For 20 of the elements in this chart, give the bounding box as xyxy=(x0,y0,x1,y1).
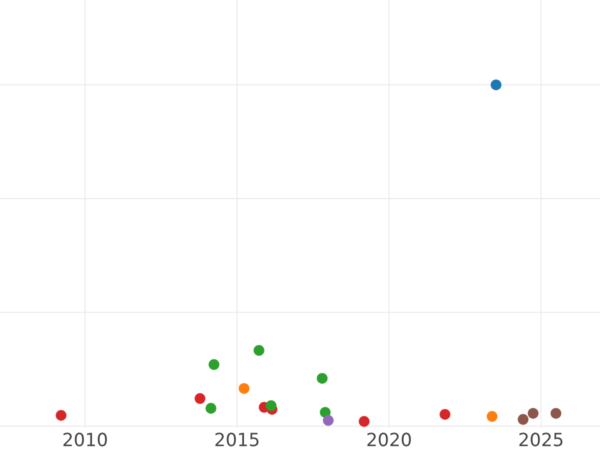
x-tick-label: 2025 xyxy=(519,432,562,446)
point xyxy=(208,359,220,370)
point xyxy=(440,408,450,420)
point xyxy=(238,383,250,394)
point xyxy=(486,411,498,422)
point xyxy=(550,408,562,419)
point xyxy=(528,408,539,419)
point xyxy=(358,416,370,427)
point xyxy=(56,410,66,421)
point xyxy=(322,415,334,426)
x-tick-label: 2015 xyxy=(215,432,258,446)
point xyxy=(316,372,328,384)
point xyxy=(254,345,264,356)
point xyxy=(194,393,206,404)
point xyxy=(266,400,277,411)
point xyxy=(490,79,502,90)
x-tick-label: 2010 xyxy=(63,432,107,446)
x-tick-label: 2020 xyxy=(367,432,411,446)
point xyxy=(206,402,216,414)
point xyxy=(518,414,528,425)
